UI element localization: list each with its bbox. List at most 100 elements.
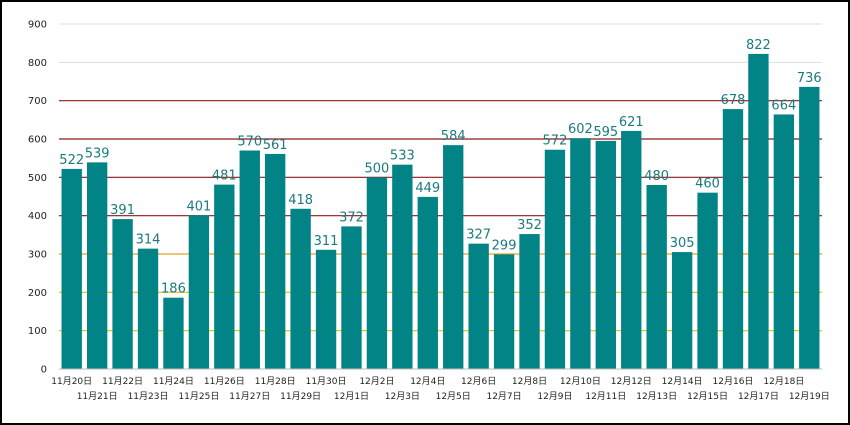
bars [61, 53, 820, 370]
bar-11月22日 [112, 219, 133, 369]
y-axis-ticks: 0 100 200 300 400 500 600 700 800 900 [28, 20, 47, 376]
data-label: 305 [670, 236, 695, 251]
data-label: 570 [237, 135, 262, 150]
x-tick-label: 12月9日 [537, 391, 572, 402]
grid-lines [59, 23, 822, 332]
data-label: 522 [59, 153, 84, 168]
bar-12月16日 [722, 109, 744, 369]
x-tick-label: 12月6日 [461, 376, 496, 387]
data-label: 352 [517, 218, 542, 233]
x-tick-label: 12月14日 [662, 376, 703, 387]
data-label: 314 [136, 233, 161, 248]
x-tick-label: 12月10日 [560, 376, 601, 387]
data-label: 621 [619, 115, 644, 130]
bar-12月8日 [519, 234, 540, 369]
y-tick-label: 900 [28, 20, 47, 31]
bar-12月10日 [570, 138, 591, 369]
x-tick-label: 12月12日 [611, 376, 652, 387]
bar-12月2日 [366, 177, 388, 369]
bar-11月28日 [265, 153, 286, 369]
x-tick-label: 12月18日 [763, 376, 804, 387]
data-label: 481 [212, 169, 237, 184]
data-label: 602 [568, 122, 593, 137]
y-tick-label: 100 [28, 326, 47, 337]
data-label: 533 [390, 149, 415, 164]
bar-11月25日 [188, 215, 210, 369]
data-label: 311 [314, 234, 339, 249]
x-tick-label: 12月4日 [410, 376, 445, 387]
data-label: 822 [746, 38, 771, 53]
y-tick-label: 200 [28, 288, 47, 299]
x-tick-label: 11月25日 [178, 391, 219, 402]
bar-12月7日 [493, 254, 515, 369]
x-tick-label: 11月21日 [77, 391, 118, 402]
x-tick-label: 12月19日 [789, 391, 830, 402]
data-label: 186 [161, 282, 186, 297]
bar-12月1日 [341, 226, 362, 369]
x-tick-label: 12月17日 [738, 391, 779, 402]
bar-12月5日 [443, 145, 464, 369]
bar-12月6日 [468, 243, 489, 369]
x-tick-label: 12月3日 [385, 391, 420, 402]
bar-11月20日 [61, 168, 82, 369]
data-label: 500 [365, 161, 390, 176]
y-tick-label: 600 [28, 135, 47, 146]
data-label: 327 [466, 228, 491, 243]
x-tick-label: 11月20日 [51, 376, 92, 387]
x-tick-label: 12月7日 [486, 391, 521, 402]
bar-12月13日 [646, 185, 667, 369]
bar-12月15日 [697, 192, 718, 369]
data-label: 584 [441, 129, 466, 144]
bar-11月27日 [239, 150, 260, 369]
data-label: 678 [721, 93, 746, 108]
x-tick-label: 11月29日 [280, 391, 321, 402]
bar-12月18日 [773, 114, 795, 369]
bar-12月19日 [799, 86, 820, 369]
x-tick-label: 11月28日 [255, 376, 296, 387]
x-tick-label: 11月27日 [229, 391, 270, 402]
x-tick-label: 11月24日 [153, 376, 194, 387]
y-tick-label: 400 [28, 211, 47, 222]
bar-11月24日 [163, 297, 184, 369]
y-tick-label: 0 [41, 365, 47, 376]
bar-12月14日 [671, 252, 693, 369]
x-tick-label: 11月22日 [102, 376, 143, 387]
data-label: 480 [644, 169, 669, 184]
bar-12月17日 [748, 53, 769, 370]
bar-12月4日 [417, 196, 438, 369]
bar-11月30日 [315, 249, 337, 369]
data-label: 391 [110, 203, 135, 218]
data-label: 460 [695, 177, 720, 192]
data-label: 372 [339, 210, 364, 225]
data-label: 401 [186, 199, 211, 214]
data-label: 595 [593, 125, 618, 140]
x-tick-label: 12月8日 [512, 376, 547, 387]
x-tick-label: 11月26日 [204, 376, 245, 387]
y-tick-label: 500 [28, 173, 47, 184]
x-tick-label: 12月2日 [359, 376, 394, 387]
x-tick-label: 12月11日 [585, 391, 626, 402]
data-label: 299 [492, 238, 517, 253]
x-tick-label: 11月23日 [128, 391, 169, 402]
data-label: 561 [263, 138, 288, 153]
x-tick-label: 11月30日 [306, 376, 347, 387]
data-label: 539 [85, 146, 110, 161]
x-tick-label: 12月1日 [334, 391, 369, 402]
y-tick-label: 300 [28, 250, 47, 261]
data-label: 418 [288, 193, 313, 208]
bar-12月3日 [392, 164, 413, 369]
bar-12月11日 [595, 140, 616, 369]
bar-11月29日 [290, 208, 311, 369]
x-axis-ticks: 11月20日 11月21日 11月22日 11月23日 11月24日 11月25日 11月2… [51, 376, 829, 402]
data-label: 664 [771, 98, 796, 113]
bar-11月26日 [214, 184, 235, 369]
bar-11月21日 [86, 162, 108, 369]
data-label: 736 [797, 71, 822, 86]
bar-11月23日 [137, 248, 159, 369]
y-tick-label: 800 [28, 58, 47, 69]
data-label: 449 [415, 181, 440, 196]
x-tick-label: 12月5日 [436, 391, 471, 402]
